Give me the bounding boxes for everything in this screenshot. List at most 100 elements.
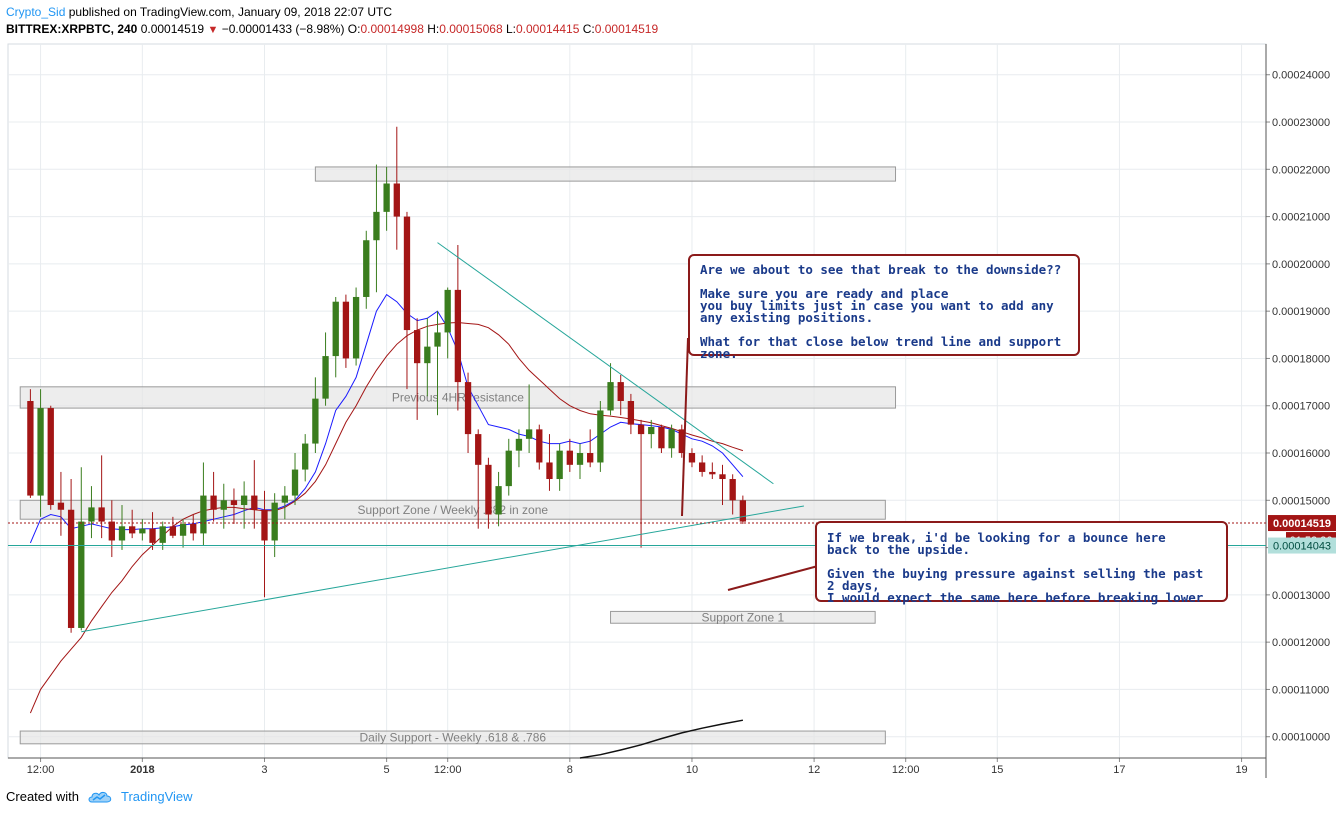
annotation-pointer [681,337,689,517]
x-tick-label: 5 [384,764,390,776]
candle-down [261,509,268,541]
candle-down [536,429,543,463]
publish-header: Crypto_Sid published on TradingView.com,… [6,4,392,20]
zone-box [19,730,886,745]
y-tick-label: 0.00013000 [1272,590,1330,602]
annotation-bounce[interactable]: If we break, i'd be looking for a bounce… [815,521,1228,605]
descending-trendline [437,242,774,485]
y-tick-label: 0.00016000 [1272,448,1330,460]
ma-slow-line [29,321,744,714]
candle-up [383,183,390,212]
candle-up [607,382,614,411]
x-tick-label: 8 [567,764,573,776]
x-tick-label: 3 [261,764,267,776]
candle-down [414,330,421,364]
candle-down [47,408,54,506]
candle-up [444,289,451,333]
close-value: 0.00014519 [594,22,659,36]
candle-up [37,408,44,496]
candle-up [291,469,299,496]
candle-down [678,429,685,454]
candle-up [220,500,227,510]
candle-down [637,424,645,435]
support-level-tag [1268,537,1336,554]
footer: Created with TradingView [6,789,193,804]
annotation-pointer [727,565,819,591]
candle-up [78,521,85,628]
ascending-trendline [81,505,805,633]
y-tick-label: 0.00020000 [1272,259,1330,271]
candle-up [515,438,523,451]
open-value: 0.00014998 [360,22,424,36]
candle-down [698,462,706,472]
candle-down [658,427,665,449]
candle-up [322,356,329,399]
candle-down [403,216,411,331]
candle-up [668,429,675,449]
candle-up [302,443,309,470]
candle-up [556,450,563,480]
candle-down [108,521,115,541]
author-link[interactable]: Crypto_Sid [6,5,66,19]
candle-down [546,462,553,480]
zone-box [314,166,897,182]
candle-up [373,211,380,241]
candle-down [627,401,635,425]
x-tick-label: 12 [808,764,820,776]
x-tick-label: 17 [1113,764,1125,776]
candle-down [67,509,75,628]
candle-up [139,528,146,534]
created-with-label: Created with [6,789,79,804]
candle-down [27,401,34,496]
y-tick-label: 0.00010000 [1272,732,1330,744]
candle-up [179,523,187,536]
candle-down [739,500,747,522]
candle-down [169,526,177,536]
zone-label: Support Zone / Weekly .382 in zone [357,503,548,517]
candle-up [281,495,288,503]
y-tick-label: 0.00019000 [1272,306,1330,318]
tradingview-link[interactable]: TradingView [120,789,193,804]
candle-down [342,301,350,359]
high-value: 0.00015068 [439,22,503,36]
candle-down [230,500,238,506]
zone-label: Daily Support - Weekly .618 & .786 [360,730,547,744]
candle-down [617,382,624,401]
last-price-tag [1268,515,1336,532]
x-tick-label: 12:00 [27,764,55,776]
candle-down [729,479,736,501]
price-chart[interactable]: 0.00010000 0.00011000 0.00012000 0.00013000… [0,40,1344,782]
annotation-downside-text: Are we about to see that break to the do… [700,262,1062,361]
candle-down [485,464,492,515]
candle-down [454,289,462,383]
candle-up [495,486,502,515]
candle-down [688,453,696,463]
y-tick-label: 0.00012000 [1272,637,1330,649]
candle-up [200,495,207,534]
candle-up [648,427,655,435]
annotation-downside[interactable]: Are we about to see that break to the do… [688,254,1080,360]
candle-down [57,502,65,510]
high-label: H: [427,22,440,36]
x-tick-label: 2018 [130,764,154,776]
low-value: 0.00014415 [515,22,580,36]
candle-up [88,507,95,522]
y-tick-label: 0.00021000 [1272,212,1330,224]
candle-up [576,453,584,465]
publish-info: published on TradingView.com, January 09… [68,5,393,19]
candle-down [475,434,482,465]
tradingview-cloud-icon [88,791,112,802]
candle-down [587,453,594,463]
y-tick-label: 0.00011000 [1272,684,1329,696]
x-tick-label: 12:00 [892,764,920,776]
y-tick-label: 0.00018000 [1272,353,1330,365]
zone-box [610,610,876,624]
candle-down [251,495,258,510]
open-label: O: [347,22,361,36]
candle-up [352,296,360,359]
symbol-label[interactable]: BITTREX:XRPBTC, 240 [6,22,138,36]
candle-down [393,183,400,217]
y-tick-label: 0.00023000 [1272,117,1330,129]
annotation-bounce-text: If we break, i'd be looking for a bounce… [827,530,1204,605]
candle-up [118,526,126,541]
